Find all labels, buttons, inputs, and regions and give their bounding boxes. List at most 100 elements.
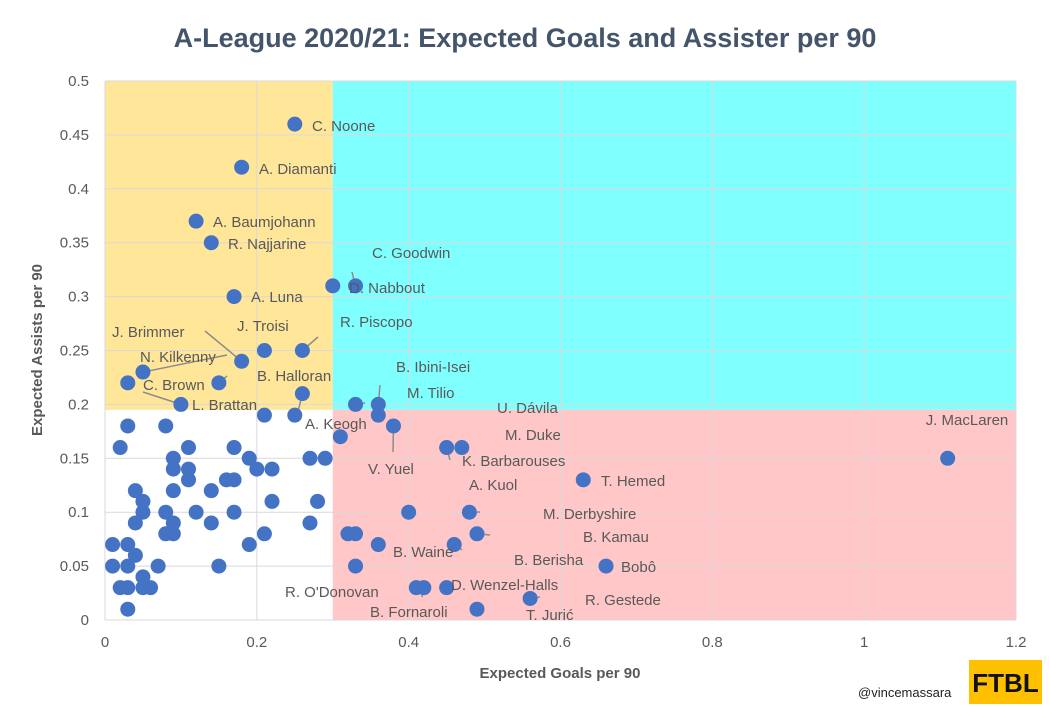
- data-point: [249, 461, 265, 477]
- data-point: [332, 429, 348, 445]
- y-axis-ticks: 0 0.05 0.1 0.15 0.2 0.25 0.3 0.35 0.4 0.45 0.5: [60, 73, 89, 629]
- data-point: [287, 407, 303, 423]
- chart-title: A-League 2020/21: Expected Goals and Ass…: [174, 23, 877, 53]
- data-point: [120, 375, 136, 391]
- data-point: [241, 537, 257, 553]
- x-tick-label: 0.2: [246, 634, 267, 651]
- data-point-label: M. Derbyshire: [543, 506, 636, 523]
- data-point: [127, 515, 143, 531]
- data-point: [370, 396, 386, 412]
- leader-line: [204, 330, 243, 362]
- y-tick-label: 0.3: [68, 289, 89, 306]
- x-tick-label: 0: [101, 634, 109, 651]
- data-point: [112, 440, 128, 456]
- data-point: [135, 493, 151, 509]
- data-point-label: R. O'Donovan: [285, 584, 379, 601]
- y-tick-label: 0.5: [68, 73, 89, 90]
- x-tick-label: 0.6: [550, 634, 571, 651]
- data-point-label: T. Jurić: [526, 607, 574, 624]
- y-tick-label: 0.05: [60, 558, 89, 575]
- data-point: [302, 515, 318, 531]
- data-point: [454, 440, 470, 456]
- y-tick-label: 0.1: [68, 504, 89, 521]
- leader-line: [142, 354, 228, 373]
- data-point: [127, 547, 143, 563]
- data-point: [181, 440, 197, 456]
- x-axis-title: Expected Goals per 90: [480, 665, 641, 682]
- data-points: [105, 116, 956, 617]
- data-point: [940, 450, 956, 466]
- data-point: [173, 396, 189, 412]
- data-point-label: V. Yuel: [368, 461, 414, 478]
- quadrant-bottom-right: [332, 409, 1016, 620]
- data-point-label: B. Berisha: [514, 552, 584, 569]
- data-point-label: A. Luna: [251, 289, 303, 306]
- data-point: [181, 472, 197, 488]
- data-point: [120, 601, 136, 617]
- y-tick-label: 0.25: [60, 343, 89, 360]
- data-point-label: C. Noone: [312, 118, 375, 135]
- quadrant-top-left: [105, 81, 333, 410]
- y-tick-label: 0.45: [60, 127, 89, 144]
- data-point-label: R. Najjarine: [228, 236, 306, 253]
- y-axis-title: Expected Assists per 90: [29, 264, 46, 436]
- data-point: [256, 343, 272, 358]
- data-point: [385, 418, 401, 434]
- data-point-label: J. Brimmer: [112, 324, 185, 341]
- data-point: [165, 515, 181, 531]
- data-point: [105, 537, 121, 553]
- data-point: [348, 278, 364, 294]
- gridlines: [104, 80, 1017, 621]
- data-point: [135, 504, 151, 520]
- data-point: [469, 601, 485, 617]
- data-point-label: R. Gestede: [585, 592, 661, 609]
- data-point-label: N. Kilkenny: [140, 349, 216, 366]
- data-point: [188, 213, 204, 229]
- data-point-label: D. Nabbout: [349, 280, 426, 297]
- data-point: [241, 450, 257, 466]
- data-point-label: B. Ibini-Isei: [396, 359, 470, 376]
- data-point: [150, 558, 166, 574]
- point-labels: C. Noone A. Diamanti A. Baumjohann R. Najja…: [112, 118, 1008, 624]
- data-point: [181, 461, 197, 477]
- x-tick-label: 1.2: [1006, 634, 1027, 651]
- data-point: [461, 504, 477, 520]
- data-point: [203, 483, 219, 499]
- data-point: [469, 526, 485, 542]
- data-point-label: A. Diamanti: [259, 161, 337, 178]
- y-tick-label: 0.4: [68, 181, 89, 198]
- data-point-label: D. Wenzel-Halls: [451, 577, 558, 594]
- credit-handle: @vincemassara: [858, 685, 952, 700]
- data-point: [165, 483, 181, 499]
- data-point: [135, 569, 151, 585]
- y-tick-label: 0.35: [60, 235, 89, 252]
- data-point: [120, 418, 136, 434]
- data-point: [264, 461, 280, 477]
- data-point: [302, 450, 318, 466]
- data-point: [203, 515, 219, 531]
- logo-text: FTBL: [972, 668, 1039, 698]
- data-point: [310, 493, 326, 509]
- data-point: [143, 580, 159, 596]
- data-point-label: J. MacLaren: [926, 412, 1009, 429]
- y-tick-label: 0: [81, 612, 89, 629]
- y-tick-label: 0.15: [60, 450, 89, 467]
- data-point: [211, 558, 227, 574]
- data-point: [226, 504, 242, 520]
- data-point: [120, 580, 136, 596]
- data-point: [234, 353, 250, 369]
- data-point: [135, 364, 151, 380]
- data-point: [127, 483, 143, 499]
- data-point: [234, 159, 250, 175]
- data-point: [370, 407, 386, 423]
- data-point: [416, 580, 432, 596]
- data-point-label: C. Brown: [143, 377, 205, 394]
- data-point-label: M. Tilio: [407, 385, 455, 402]
- data-point: [348, 558, 364, 574]
- x-tick-label: 1: [860, 634, 868, 651]
- data-point: [598, 558, 614, 574]
- x-axis-ticks: 0 0.2 0.4 0.6 0.8 1 1.2: [101, 634, 1027, 651]
- data-point-label: U. Dávila: [497, 400, 559, 417]
- data-point: [203, 235, 219, 251]
- data-point: [522, 590, 538, 606]
